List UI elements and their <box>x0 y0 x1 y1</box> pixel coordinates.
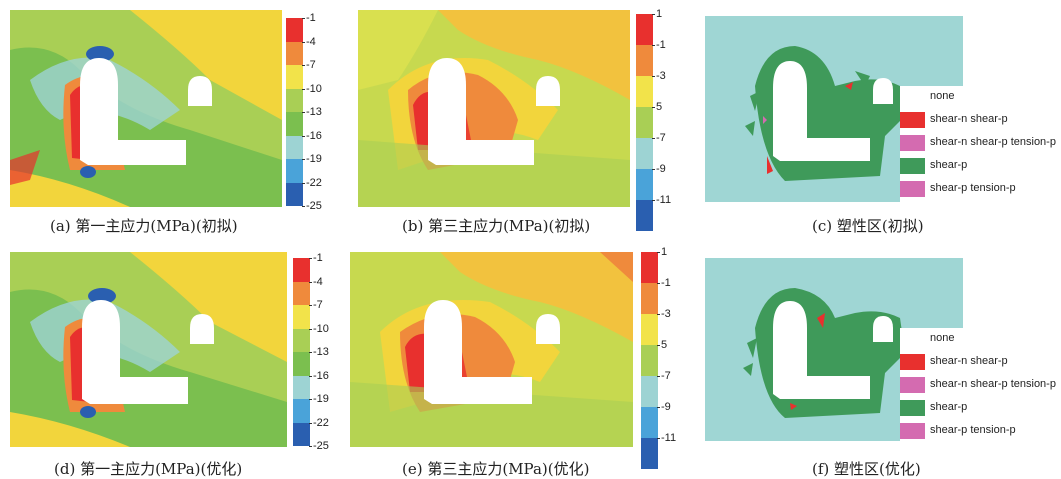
colorbar-tick-label: -13 <box>302 106 322 118</box>
colorbar-tick-label: -25 <box>302 200 322 212</box>
colorbar-segment <box>286 65 303 89</box>
colorbar-tick-label: -9 <box>657 401 671 413</box>
contour-plot-d <box>10 252 287 447</box>
legend-label: shear-p tension-p <box>930 182 1016 194</box>
legend-label: shear-n shear-p tension-p <box>930 378 1056 390</box>
colorbar-segment <box>293 258 310 282</box>
colorbar-tick-label: -4 <box>309 275 323 288</box>
colorbar-tick-label: -1 <box>657 277 671 289</box>
colorbar-segment <box>636 107 653 138</box>
legend-label: none <box>930 90 955 102</box>
colorbar-tick-label: 5 <box>656 339 668 351</box>
colorbar-tick-label: 1 <box>656 246 668 258</box>
colorbar-segment <box>641 345 658 376</box>
colorbar-segment <box>636 169 653 200</box>
colorbar-tick-label: -3 <box>652 70 666 82</box>
colorbar-segment <box>293 305 310 329</box>
colorbar-tick-label: -19 <box>309 393 329 405</box>
colorbar-tick-label: -7 <box>309 299 323 311</box>
caption-a: (a) 第一主应力(MPa)(初拟) <box>50 217 238 235</box>
legend-swatch <box>900 135 925 151</box>
legend-background <box>900 86 1060 206</box>
contour-plot-a <box>10 10 282 207</box>
colorbar-tick-label: -1 <box>309 252 323 264</box>
colorbar-segment <box>293 375 310 399</box>
caption-b: (b) 第三主应力(MPa)(初拟) <box>402 217 591 235</box>
caption-e: (e) 第三主应力(MPa)(优化) <box>402 460 590 478</box>
legend-label: shear-p <box>930 159 968 171</box>
colorbar-segment <box>641 252 658 283</box>
legend-swatch <box>900 400 925 416</box>
colorbar-tick-label: -16 <box>302 129 322 142</box>
colorbar-tick-label: -22 <box>309 416 329 429</box>
colorbar-segment <box>641 283 658 314</box>
colorbar-tick-label: -25 <box>309 440 329 452</box>
legend-background <box>900 328 1060 442</box>
colorbar-tick-label: -1 <box>652 39 666 51</box>
legend-label: shear-p <box>930 401 968 413</box>
colorbar-tick-label: -3 <box>657 308 671 320</box>
colorbar-tick-label: -7 <box>302 59 316 71</box>
colorbar-tick-label: -1 <box>302 12 316 24</box>
caption-d: (d) 第一主应力(MPa)(优化) <box>54 460 243 478</box>
legend-swatch <box>900 89 925 105</box>
legend-swatch <box>900 158 925 174</box>
colorbar-segment <box>641 438 658 469</box>
colorbar-segment <box>641 314 658 345</box>
colorbar-tick-label: -4 <box>302 35 316 48</box>
colorbar-segment <box>286 135 303 159</box>
colorbar-tick-label: -19 <box>302 153 322 165</box>
colorbar-segment <box>286 41 303 65</box>
colorbar-tick-label: -16 <box>309 369 329 382</box>
colorbar-tick-label: -10 <box>302 82 322 95</box>
colorbar-segment <box>636 14 653 45</box>
legend-label: shear-n shear-p tension-p <box>930 136 1056 148</box>
colorbar-tick-label: -9 <box>652 163 666 175</box>
caption-c: (c) 塑性区(初拟) <box>812 217 924 235</box>
colorbar-segment <box>293 422 310 446</box>
colorbar-segment <box>293 328 310 352</box>
legend-label: shear-n shear-p <box>930 355 1008 367</box>
colorbar-segment <box>293 352 310 376</box>
colorbar-tick-label: -11 <box>656 432 677 444</box>
colorbar-segment <box>286 88 303 112</box>
contour-plot-b <box>358 10 630 207</box>
colorbar-segment <box>636 76 653 107</box>
colorbar-segment <box>636 45 653 76</box>
colorbar-tick-label: 1 <box>651 8 663 20</box>
colorbar-segment <box>636 138 653 169</box>
colorbar-segment <box>286 159 303 183</box>
colorbar-segment <box>286 18 303 42</box>
colorbar-segment <box>286 182 303 206</box>
colorbar-tick-label: -11 <box>651 194 672 206</box>
colorbar-tick-label: 5 <box>651 101 663 113</box>
legend-label: shear-n shear-p <box>930 113 1008 125</box>
colorbar-tick-label: -7 <box>657 370 671 382</box>
legend-swatch <box>900 423 925 439</box>
legend-label: shear-p tension-p <box>930 424 1016 436</box>
caption-f: (f) 塑性区(优化) <box>812 460 921 478</box>
legend-swatch <box>900 181 925 197</box>
legend-swatch <box>900 377 925 393</box>
colorbar-segment <box>641 407 658 438</box>
colorbar-segment <box>641 376 658 407</box>
colorbar-segment <box>293 399 310 423</box>
legend-swatch <box>900 331 925 347</box>
colorbar-segment <box>636 200 653 231</box>
colorbar-tick-label: -10 <box>309 322 329 335</box>
legend-label: none <box>930 332 955 344</box>
contour-plot-e <box>350 252 633 447</box>
legend-swatch <box>900 354 925 370</box>
legend-swatch <box>900 112 925 128</box>
colorbar-tick-label: -13 <box>309 346 329 358</box>
colorbar-segment <box>293 281 310 305</box>
colorbar-segment <box>286 112 303 136</box>
colorbar-tick-label: -7 <box>652 132 666 144</box>
colorbar-tick-label: -22 <box>302 176 322 189</box>
